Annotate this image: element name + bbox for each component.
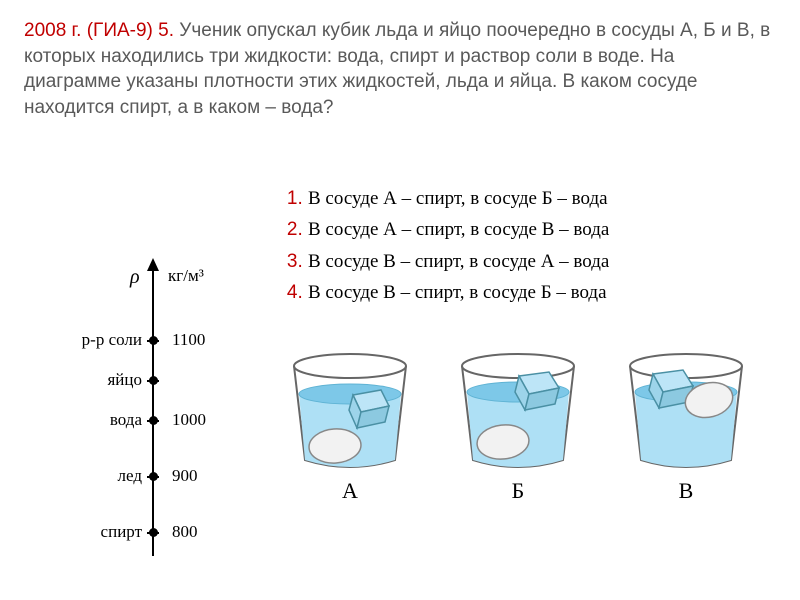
- answer-text: В сосуде В – спирт, в сосуде Б – вода: [308, 282, 607, 303]
- vessel-label: В: [616, 478, 756, 504]
- axis-dot-icon: [149, 336, 158, 345]
- axis-label-left: яйцо: [107, 370, 142, 390]
- answer-text: В сосуде А – спирт, в сосуде В – вода: [308, 219, 609, 240]
- axis-label-right: 1100: [172, 330, 205, 350]
- answer-list: В сосуде А – спирт, в сосуде Б – вода В …: [280, 184, 760, 310]
- question-text: 2008 г. (ГИА-9) 5. Ученик опускал кубик …: [24, 18, 776, 121]
- axis-dot-icon: [149, 528, 158, 537]
- vessels-row: А Б: [280, 352, 760, 562]
- vessel-a: А: [280, 352, 420, 504]
- vessel-b-svg: [453, 352, 583, 472]
- axis-label-left: лед: [118, 466, 142, 486]
- answer-text: В сосуде А – спирт, в сосуде Б – вода: [308, 188, 608, 209]
- axis-arrow-icon: [147, 258, 159, 271]
- vessel-v: В: [616, 352, 756, 504]
- vessel-label: Б: [448, 478, 588, 504]
- axis-label-right: 1000: [172, 410, 206, 430]
- vessel-b: Б: [448, 352, 588, 504]
- answer-item: В сосуде А – спирт, в сосуде В – вода: [308, 215, 760, 244]
- rho-symbol: ρ: [130, 266, 140, 289]
- question-lead: 2008 г. (ГИА-9) 5.: [24, 20, 174, 41]
- answer-item: В сосуде В – спирт, в сосуде Б – вода: [308, 278, 760, 307]
- axis-line: [152, 260, 154, 556]
- axis-label-left: вода: [110, 410, 142, 430]
- axis-label-right: 900: [172, 466, 198, 486]
- axis-label-right: 800: [172, 522, 198, 542]
- answer-item: В сосуде В – спирт, в сосуде А – вода: [308, 247, 760, 276]
- axis-dot-icon: [149, 416, 158, 425]
- density-axis: ρ кг/м³ р-р соли 1100 яйцо вода 1000 лед 900 сп…: [42, 260, 252, 580]
- ice-cube-icon: [349, 390, 389, 428]
- axis-label-left: р-р соли: [82, 330, 142, 350]
- vessel-v-svg: [621, 352, 751, 472]
- answer-item: В сосуде А – спирт, в сосуде Б – вода: [308, 184, 760, 213]
- axis-dot-icon: [149, 376, 158, 385]
- vessel-a-svg: [285, 352, 415, 472]
- answer-text: В сосуде В – спирт, в сосуде А – вода: [308, 251, 609, 272]
- unit-label: кг/м³: [168, 266, 204, 286]
- vessel-label: А: [280, 478, 420, 504]
- axis-dot-icon: [149, 472, 158, 481]
- ice-cube-icon: [515, 372, 559, 410]
- slide: 2008 г. (ГИА-9) 5. Ученик опускал кубик …: [0, 0, 800, 600]
- axis-label-left: спирт: [101, 522, 142, 542]
